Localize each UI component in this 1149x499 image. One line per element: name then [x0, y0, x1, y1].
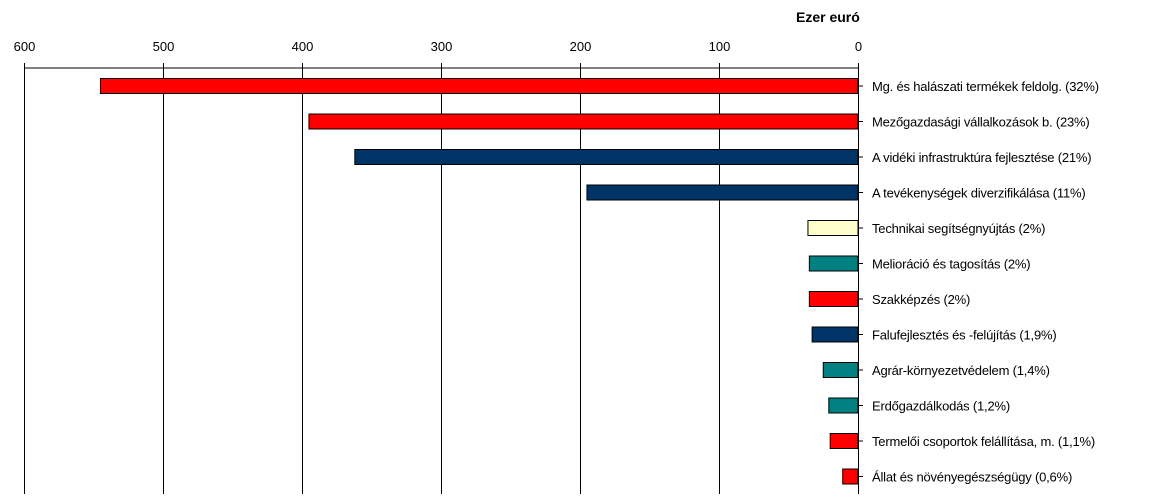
category-label: A vidéki infrastruktúra fejlesztése (21%…	[872, 150, 1091, 165]
gridlines	[24, 68, 720, 494]
x-tick-label: 400	[292, 39, 314, 54]
x-tick-label: 0	[855, 39, 862, 54]
category-label: Szakképzés (2%)	[872, 292, 970, 307]
category-label: Melioráció és tagosítás (2%)	[872, 257, 1030, 272]
x-tick-label: 100	[709, 39, 731, 54]
bar	[829, 433, 859, 449]
category-label: Agrár-környezetvédelem (1,4%)	[872, 363, 1050, 378]
category-label: Állat és növényegészségügy (0,6%)	[872, 470, 1072, 485]
x-tick-label: 300	[431, 39, 453, 54]
category-labels: Mg. és halászati termékek feldolg. (32%)…	[872, 79, 1099, 485]
category-label: Mg. és halászati termékek feldolg. (32%)	[872, 79, 1099, 94]
bar	[828, 397, 859, 414]
bar	[807, 220, 859, 236]
unit-label: Ezer euró	[796, 9, 860, 25]
bars	[99, 78, 859, 485]
bar	[354, 149, 859, 165]
bar	[808, 255, 859, 272]
bar	[811, 326, 859, 343]
category-label: Erdőgazdálkodás (1,2%)	[872, 399, 1010, 414]
category-label: A tevékenységek diverzifikálása (11%)	[872, 186, 1085, 201]
category-label: Technikai segítségnyújtás (2%)	[872, 221, 1045, 236]
category-label: Mezőgazdasági vállalkozások b. (23%)	[872, 115, 1090, 130]
bar	[308, 113, 859, 130]
x-tick-label: 200	[570, 39, 592, 54]
bar	[99, 78, 859, 94]
x-axis: 600 500 400 300 200 100 0	[14, 39, 863, 494]
category-label: Termelői csoportok felállítása, m. (1,1%…	[872, 434, 1095, 449]
bar	[808, 291, 859, 307]
bar	[842, 468, 859, 485]
bar	[586, 184, 859, 201]
x-tick-label: 500	[153, 39, 175, 54]
bar	[822, 362, 859, 378]
category-label: Falufejlesztés és -felújítás (1,9%)	[872, 328, 1056, 343]
x-tick-label: 600	[14, 39, 36, 54]
